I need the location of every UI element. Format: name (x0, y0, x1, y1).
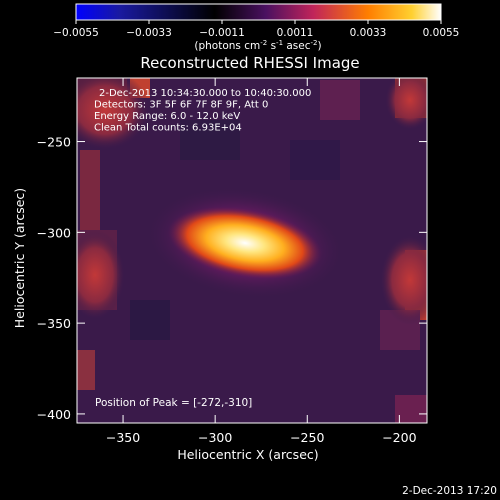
y-tick-label: −400 (37, 407, 71, 422)
annotation-line: Energy Range: 6.0 - 12.0 keV (94, 111, 240, 122)
y-axis-label: Heliocentric Y (arcsec) (12, 188, 27, 328)
annotation-line: 2-Dec-2013 10:34:30.000 to 10:40:30.000 (99, 88, 311, 99)
colorbar-tick-label: 0.0055 (423, 27, 460, 39)
colorbar-tick-label: −0.0033 (126, 27, 172, 39)
x-tick-label: −300 (198, 430, 232, 445)
peak-position-label: Position of Peak = [-272,-310] (95, 397, 252, 409)
x-axis: −350 −300 −250 −200 (106, 78, 417, 445)
x-axis-label: Heliocentric X (arcsec) (177, 447, 318, 462)
chart-title: Reconstructed RHESSI Image (140, 54, 359, 72)
y-tick-label: −300 (37, 225, 71, 240)
y-tick-label: −350 (37, 316, 71, 331)
y-axis: −250 −300 −350 −400 (37, 135, 427, 422)
colorbar-tick-label: −0.0055 (53, 27, 99, 39)
plot-frame (76, 77, 428, 424)
annotation-line: Detectors: 3F 5F 6F 7F 8F 9F, Att 0 (94, 100, 268, 111)
x-tick-label: −200 (382, 430, 416, 445)
colorbar-tick-label: 0.0011 (277, 27, 314, 39)
colorbar-units: (photons cm-2 s-1 asec-2) (194, 39, 321, 52)
colorbar-ticks (75, 20, 442, 24)
colorbar-tick-label: 0.0033 (350, 27, 387, 39)
footer-timestamp: 2-Dec-2013 17:20 (402, 485, 497, 497)
x-tick-label: −250 (290, 430, 324, 445)
colorbar (75, 3, 442, 21)
annotation-block: 2-Dec-2013 10:34:30.000 to 10:40:30.000D… (94, 88, 311, 134)
y-tick-label: −250 (37, 135, 71, 150)
annotation-line: Clean Total counts: 6.93E+04 (94, 123, 242, 134)
heatmap-image (77, 78, 427, 423)
colorbar-tick-label: −0.0011 (199, 27, 245, 39)
colorbar-tick-labels: −0.0055 −0.0033 −0.0011 0.0011 0.0033 0.0055 (53, 27, 459, 39)
x-tick-label: −350 (106, 430, 140, 445)
